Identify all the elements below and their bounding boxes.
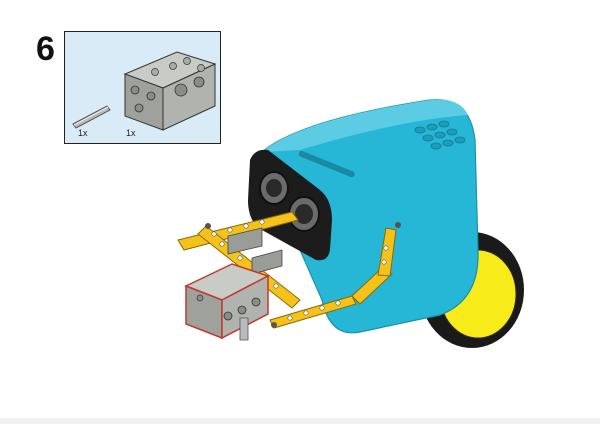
connector-parts	[227, 227, 283, 275]
axle-pin-part	[72, 105, 111, 129]
step-number: 6	[36, 30, 55, 68]
motor-block-installed	[184, 263, 270, 341]
motor-block-part	[123, 51, 217, 131]
page-footer-band	[0, 418, 600, 424]
motor-block-quantity: 1x	[126, 128, 136, 138]
parts-callout: 1x 1x	[64, 31, 221, 144]
axle-pin-quantity: 1x	[78, 128, 88, 138]
